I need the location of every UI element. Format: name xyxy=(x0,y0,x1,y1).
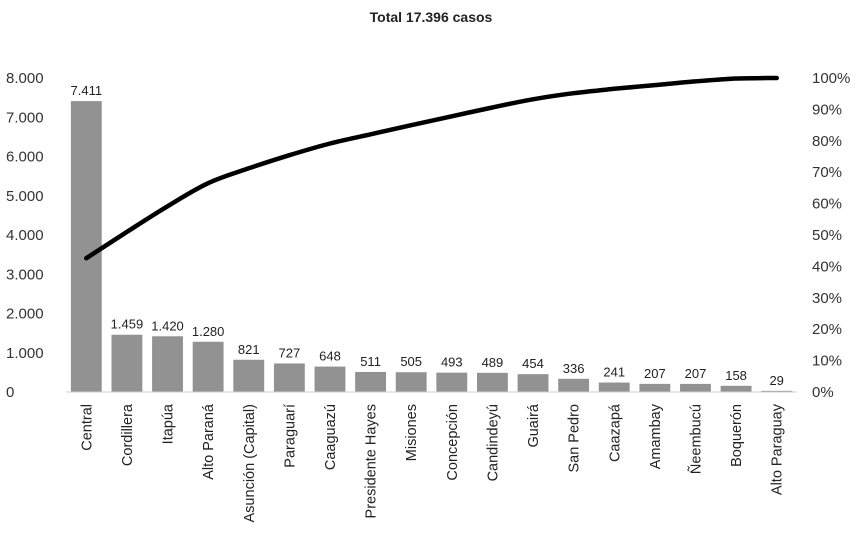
category-label: Misiones xyxy=(404,404,420,461)
y2-tick-label: 0% xyxy=(812,384,834,401)
bar xyxy=(721,386,752,392)
category-label: Boquerón xyxy=(729,404,745,467)
bar xyxy=(315,367,346,392)
data-label: 727 xyxy=(279,345,301,360)
y2-tick-label: 10% xyxy=(812,353,842,370)
data-label: 207 xyxy=(644,366,666,381)
bar xyxy=(111,335,142,392)
y-tick-label: 0 xyxy=(6,384,14,401)
bar xyxy=(680,384,711,392)
y2-tick-label: 80% xyxy=(812,133,842,150)
bar xyxy=(355,372,386,392)
data-label: 207 xyxy=(685,366,707,381)
category-label: Itapúa xyxy=(161,403,177,444)
y-tick-label: 5.000 xyxy=(6,188,44,205)
y-tick-label: 3.000 xyxy=(6,266,44,283)
bar xyxy=(396,372,427,392)
category-label: Concepción xyxy=(445,404,461,481)
category-label: Caaguazú xyxy=(323,404,339,470)
y-tick-label: 8.000 xyxy=(6,70,44,87)
y2-tick-label: 50% xyxy=(812,227,842,244)
category-labels: Central Cordillera Itapúa Alto Paraná Asunci… xyxy=(79,403,785,522)
data-label: 1.280 xyxy=(192,324,225,339)
category-label: Amambay xyxy=(648,403,664,469)
category-label: Caazapá xyxy=(607,403,623,462)
data-label: 241 xyxy=(603,365,625,380)
category-label: Cordillera xyxy=(120,403,136,466)
bar xyxy=(233,360,264,392)
bars xyxy=(71,101,792,392)
cumulative-percentage-line xyxy=(86,78,776,258)
bar xyxy=(436,373,467,392)
bar xyxy=(71,101,102,392)
category-label: Ñeembucú xyxy=(687,404,704,474)
y2-tick-label: 30% xyxy=(812,290,842,307)
y-tick-label: 1.000 xyxy=(6,345,44,362)
data-label: 648 xyxy=(319,349,341,364)
data-label: 821 xyxy=(238,342,260,357)
y-tick-label: 7.000 xyxy=(6,109,44,126)
category-label: Guairá xyxy=(526,403,542,447)
y-axis-right: 0% 10% 20% 30% 40% 50% 60% 70% 80% 90% 100% xyxy=(812,70,850,401)
y2-tick-label: 60% xyxy=(812,196,842,213)
chart-title: Total 17.396 casos xyxy=(370,9,493,25)
data-label: 7.411 xyxy=(71,83,103,98)
data-label: 489 xyxy=(482,355,504,370)
category-label: Candindeyú xyxy=(485,404,501,481)
y-tick-label: 6.000 xyxy=(6,149,44,166)
y-tick-label: 4.000 xyxy=(6,227,44,244)
data-label: 1.459 xyxy=(111,317,144,332)
category-label: Central xyxy=(79,404,95,451)
category-label: Presidente Hayes xyxy=(364,404,380,518)
data-label: 505 xyxy=(400,354,422,369)
data-label: 1.420 xyxy=(151,318,184,333)
data-label: 29 xyxy=(769,373,783,388)
category-label: San Pedro xyxy=(567,404,583,473)
data-label: 454 xyxy=(522,356,544,371)
y2-tick-label: 20% xyxy=(812,321,842,338)
y2-tick-label: 90% xyxy=(812,101,842,118)
bar xyxy=(599,383,630,392)
y-axis-left: 0 1.000 2.000 3.000 4.000 5.000 6.000 7.000 8.00… xyxy=(6,70,44,401)
bar xyxy=(639,384,670,392)
data-label: 511 xyxy=(360,354,381,369)
y2-tick-label: 70% xyxy=(812,164,842,181)
data-label: 336 xyxy=(563,361,585,376)
bar xyxy=(274,363,305,392)
bar xyxy=(558,379,589,392)
y2-tick-label: 40% xyxy=(812,258,842,275)
category-label: Alto Paraná xyxy=(201,403,217,480)
category-label: Paraguarí xyxy=(282,404,298,468)
bar xyxy=(152,336,183,392)
category-label: Alto Paraguay xyxy=(770,403,786,495)
data-label: 158 xyxy=(725,368,747,383)
category-label: Asunción (Capital) xyxy=(242,404,258,522)
data-label: 493 xyxy=(441,355,463,370)
y-tick-label: 2.000 xyxy=(6,306,44,323)
y2-tick-label: 100% xyxy=(812,70,850,87)
bar xyxy=(193,342,224,392)
bar xyxy=(477,373,508,392)
bar xyxy=(518,374,549,392)
